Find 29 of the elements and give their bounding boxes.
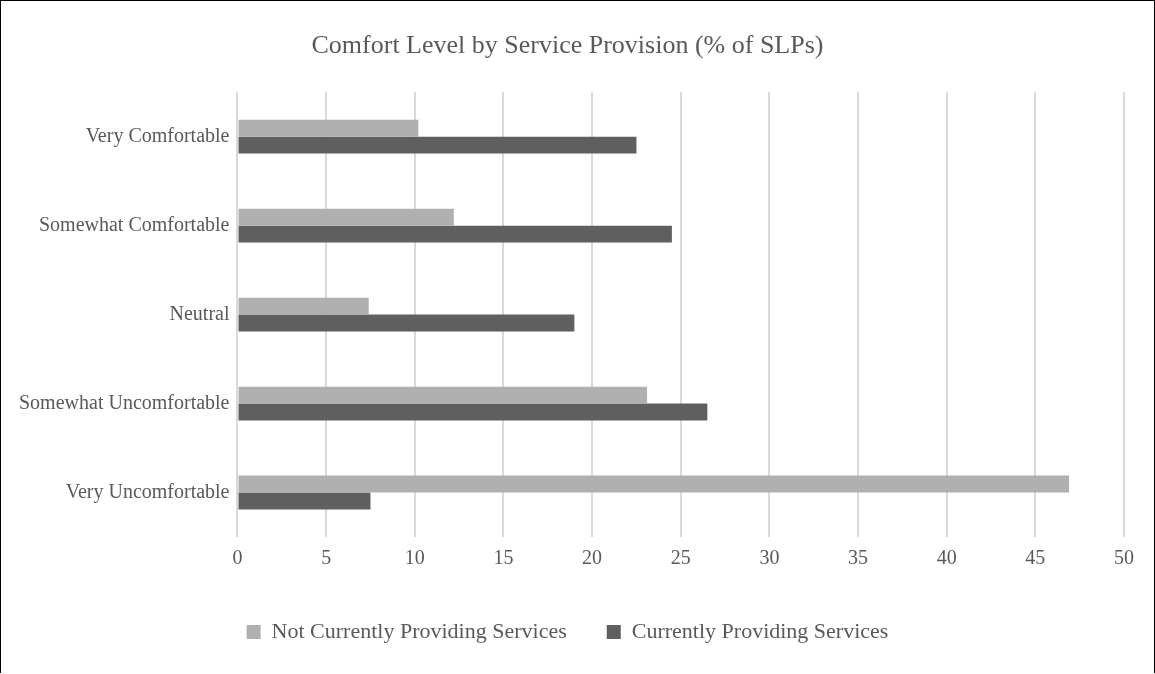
bar xyxy=(238,136,637,154)
x-tick-label: 25 xyxy=(670,546,691,569)
bar xyxy=(238,475,1070,493)
bar xyxy=(238,208,454,226)
x-tick-label: 10 xyxy=(404,546,425,569)
x-tick-label: 50 xyxy=(1114,546,1134,569)
bar xyxy=(238,314,575,332)
bar xyxy=(238,386,648,404)
bar xyxy=(238,492,371,510)
x-tick-label: 35 xyxy=(848,546,869,569)
bar xyxy=(238,403,708,421)
y-tick-label: Somewhat Comfortable xyxy=(38,212,230,235)
y-tick-label: Very Comfortable xyxy=(85,123,230,147)
chart-title: Comfort Level by Service Provision (% of SLPs) xyxy=(311,30,824,60)
x-tick-label: 20 xyxy=(582,546,603,569)
legend-label: Currently Providing Services xyxy=(631,617,889,643)
y-tick-label: Very Uncomfortable xyxy=(65,479,230,503)
bar xyxy=(238,297,369,315)
x-tick-label: 0 xyxy=(232,546,243,569)
x-tick-label: 45 xyxy=(1025,546,1046,569)
bar xyxy=(238,119,419,137)
y-tick-label: Neutral xyxy=(169,301,230,324)
bar xyxy=(238,225,672,243)
y-tick-label: Somewhat Uncomfortable xyxy=(19,390,230,413)
x-tick-label: 15 xyxy=(493,546,514,569)
x-tick-label: 5 xyxy=(321,546,332,569)
x-tick-label: 30 xyxy=(759,546,780,569)
x-tick-label: 40 xyxy=(936,546,957,569)
legend-label: Not Currently Providing Services xyxy=(271,617,567,643)
